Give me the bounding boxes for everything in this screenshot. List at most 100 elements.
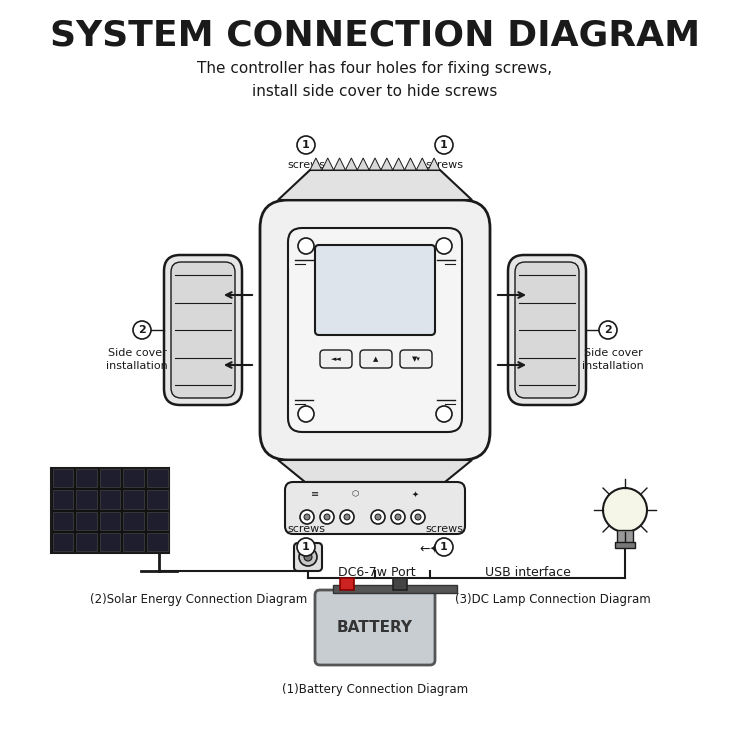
Circle shape — [299, 548, 317, 566]
Bar — [147, 490, 167, 508]
Bar — [100, 469, 120, 488]
FancyBboxPatch shape — [285, 482, 465, 534]
Bar — [53, 532, 73, 551]
Polygon shape — [404, 158, 416, 170]
Polygon shape — [334, 158, 346, 170]
Text: Side cover
installation: Side cover installation — [582, 348, 644, 371]
Circle shape — [297, 538, 315, 556]
Bar — [100, 532, 120, 551]
Bar — [76, 532, 97, 551]
Text: (2)Solar Energy Connection Diagram: (2)Solar Energy Connection Diagram — [90, 592, 308, 605]
Bar — [76, 469, 97, 488]
Text: ▲: ▲ — [374, 356, 379, 362]
Bar — [147, 512, 167, 530]
Circle shape — [411, 510, 425, 524]
Bar — [615, 542, 635, 548]
Text: DC6-7w Port: DC6-7w Port — [338, 566, 416, 580]
Text: ◄◄: ◄◄ — [331, 356, 341, 362]
Polygon shape — [369, 158, 381, 170]
Circle shape — [436, 238, 452, 254]
Text: ✦: ✦ — [412, 490, 419, 499]
Polygon shape — [357, 158, 369, 170]
Bar — [100, 512, 120, 530]
FancyBboxPatch shape — [508, 255, 586, 405]
Text: BATTERY: BATTERY — [337, 620, 413, 635]
Circle shape — [375, 514, 381, 520]
Bar — [123, 469, 144, 488]
Text: The controller has four holes for fixing screws,
install side cover to hide scre: The controller has four holes for fixing… — [197, 62, 553, 98]
Bar — [51, 467, 169, 553]
Circle shape — [436, 406, 452, 422]
Circle shape — [371, 510, 385, 524]
Text: ≡: ≡ — [311, 489, 319, 499]
Bar — [123, 512, 144, 530]
Text: 2: 2 — [604, 325, 612, 335]
Circle shape — [324, 514, 330, 520]
Text: ▼▾: ▼▾ — [412, 356, 421, 362]
Text: 2: 2 — [138, 325, 146, 335]
Polygon shape — [346, 158, 357, 170]
Polygon shape — [416, 158, 428, 170]
Text: ⬡: ⬡ — [351, 490, 358, 499]
Text: USB interface: USB interface — [485, 566, 571, 580]
Text: SYSTEM CONNECTION DIAGRAM: SYSTEM CONNECTION DIAGRAM — [50, 18, 700, 52]
Bar — [147, 469, 167, 488]
Circle shape — [300, 510, 314, 524]
Text: (3)DC Lamp Connection Diagram: (3)DC Lamp Connection Diagram — [455, 592, 651, 605]
Bar — [53, 512, 73, 530]
Circle shape — [599, 321, 617, 339]
Bar — [393, 578, 407, 590]
Bar — [53, 469, 73, 488]
Circle shape — [603, 488, 647, 532]
FancyBboxPatch shape — [315, 245, 435, 335]
Bar — [147, 532, 167, 551]
FancyBboxPatch shape — [315, 590, 435, 665]
Circle shape — [133, 321, 151, 339]
Polygon shape — [278, 460, 472, 482]
Text: 1: 1 — [302, 140, 310, 150]
FancyBboxPatch shape — [360, 350, 392, 368]
Circle shape — [304, 514, 310, 520]
Circle shape — [344, 514, 350, 520]
Text: screws: screws — [287, 160, 325, 170]
FancyBboxPatch shape — [400, 350, 432, 368]
Polygon shape — [428, 158, 440, 170]
Circle shape — [435, 136, 453, 154]
Text: screws: screws — [287, 524, 325, 534]
Circle shape — [395, 514, 401, 520]
Bar — [333, 585, 457, 593]
Text: 1: 1 — [440, 140, 448, 150]
Bar — [123, 532, 144, 551]
FancyBboxPatch shape — [288, 228, 462, 432]
FancyBboxPatch shape — [515, 262, 579, 398]
Text: 1: 1 — [440, 542, 448, 552]
Bar — [76, 512, 97, 530]
FancyBboxPatch shape — [164, 255, 242, 405]
FancyBboxPatch shape — [171, 262, 235, 398]
FancyBboxPatch shape — [320, 350, 352, 368]
Text: screws: screws — [425, 524, 463, 534]
FancyBboxPatch shape — [260, 200, 490, 460]
Bar — [76, 490, 97, 508]
Polygon shape — [322, 158, 334, 170]
Circle shape — [304, 553, 312, 561]
Circle shape — [297, 136, 315, 154]
Bar — [123, 490, 144, 508]
Circle shape — [340, 510, 354, 524]
Polygon shape — [393, 158, 404, 170]
Circle shape — [415, 514, 421, 520]
Bar — [340, 578, 354, 590]
Text: ←✦: ←✦ — [419, 544, 440, 556]
Polygon shape — [310, 158, 322, 170]
Bar — [100, 490, 120, 508]
Circle shape — [435, 538, 453, 556]
Bar — [617, 530, 633, 544]
Circle shape — [391, 510, 405, 524]
Circle shape — [298, 406, 314, 422]
FancyBboxPatch shape — [294, 543, 322, 571]
Text: Side cover
installation: Side cover installation — [106, 348, 168, 371]
Polygon shape — [381, 158, 393, 170]
Text: (1)Battery Connection Diagram: (1)Battery Connection Diagram — [282, 683, 468, 696]
Polygon shape — [278, 170, 472, 200]
Text: screws: screws — [425, 160, 463, 170]
